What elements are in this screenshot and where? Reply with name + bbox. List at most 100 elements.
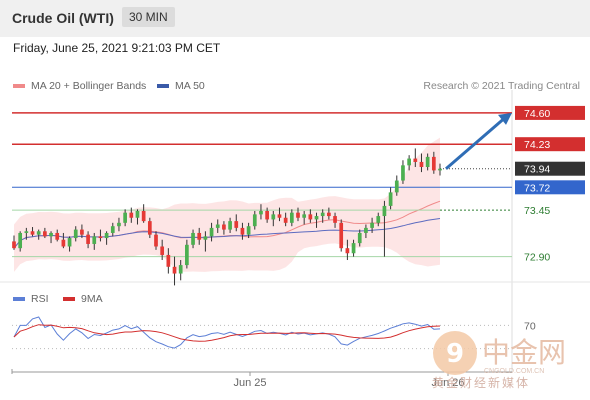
candle [277, 214, 282, 218]
candle [431, 156, 436, 171]
chart-header: Crude Oil (WTI) 30 MIN [0, 0, 590, 37]
ma20-label: MA 20 + Bollinger Bands [31, 80, 147, 92]
candle [364, 227, 368, 233]
candle [178, 265, 183, 274]
candle [61, 239, 66, 247]
candle [283, 217, 288, 223]
candle [259, 210, 263, 215]
candle [413, 158, 418, 162]
candle [197, 232, 202, 240]
bollinger-band [14, 137, 440, 272]
candle [314, 216, 319, 220]
rsi-9ma-line [13, 324, 441, 342]
x-tick-label: Jun 25 [233, 377, 266, 389]
candle [320, 212, 325, 217]
watermark-tagline: 黄金财经新媒体 [432, 375, 530, 390]
ma9-label: 9MA [81, 293, 103, 305]
level-tag-bg-74.23 [515, 137, 585, 152]
candle [240, 227, 245, 235]
rsi-level-70: 70 [524, 320, 536, 332]
candle [296, 212, 300, 218]
candle [203, 236, 208, 240]
candle [147, 221, 152, 235]
candle [73, 229, 78, 239]
candle [55, 232, 60, 240]
level-tag-74.60: 74.60 [524, 108, 550, 120]
candle [246, 226, 251, 235]
rsi-swatch [13, 297, 25, 302]
candle [117, 222, 121, 227]
watermark-domain: CNGOLD.COM.CN [484, 368, 544, 375]
candle [382, 205, 387, 217]
candle [376, 216, 381, 223]
candle [86, 234, 90, 244]
level-tag-72.90: 72.90 [524, 252, 550, 264]
candle [394, 180, 399, 193]
candle [185, 244, 189, 266]
level-tag-73.72: 73.72 [524, 182, 550, 194]
candle [401, 165, 405, 181]
watermark-circle [433, 331, 477, 375]
candle [129, 212, 134, 218]
instrument-title: Crude Oil (WTI) [12, 10, 114, 26]
timeframe-badge[interactable]: 30 MIN [122, 7, 175, 27]
ma20-swatch [13, 84, 25, 89]
candle [222, 224, 226, 230]
candle [438, 168, 442, 171]
candle [308, 214, 313, 220]
candle [24, 231, 29, 233]
level-tag-73.45: 73.45 [524, 205, 550, 217]
candle [357, 232, 362, 244]
candle [67, 238, 72, 247]
forecast-arrow-shaft [445, 115, 507, 170]
level-tag-74.23: 74.23 [524, 139, 550, 151]
candle [49, 232, 53, 237]
candle [110, 226, 115, 233]
candle [98, 236, 103, 239]
legend-rsi: RSI [13, 293, 49, 305]
candle [289, 212, 294, 223]
legend-ma20: MA 20 + Bollinger Bands [13, 80, 146, 92]
candle [104, 232, 109, 239]
candle [302, 214, 307, 218]
report-datetime: Friday, June 25, 2021 9:21:03 PM CET [13, 41, 221, 55]
watermark-glyph: 9 [446, 339, 464, 369]
candle [215, 224, 220, 228]
x-tick-label: Jun 26 [431, 377, 464, 389]
candle [123, 212, 127, 223]
candle [30, 231, 35, 235]
candle [92, 236, 97, 244]
candle [43, 231, 47, 237]
candle [252, 214, 257, 227]
legend-9ma: 9MA [63, 293, 103, 305]
rsi-line [13, 316, 441, 349]
candle [141, 210, 146, 222]
copyright-text: Research © 2021 Trading Central [423, 80, 580, 92]
candle [425, 156, 430, 168]
forecast-arrow-head [498, 112, 512, 125]
candle [333, 216, 337, 223]
candle [160, 246, 165, 255]
candle [265, 210, 269, 220]
ma9-swatch [63, 297, 75, 302]
ma50-line [13, 218, 441, 249]
candle [191, 232, 195, 245]
legend-ma50: MA 50 [157, 80, 205, 92]
candle [172, 266, 177, 274]
candle [18, 232, 23, 249]
candle [419, 161, 424, 168]
candle [370, 222, 374, 228]
candle [407, 158, 411, 166]
level-tag-bg-73.72 [515, 180, 585, 195]
candle [327, 212, 331, 217]
candle [209, 227, 214, 237]
rsi-label: RSI [31, 293, 49, 305]
candle [339, 222, 344, 249]
candle [36, 231, 41, 235]
ma50-swatch [157, 84, 169, 89]
watermark-name: 中金网 [482, 336, 566, 369]
candle [135, 210, 140, 218]
candle [12, 241, 16, 249]
level-tag-73.94: 73.94 [524, 164, 550, 176]
